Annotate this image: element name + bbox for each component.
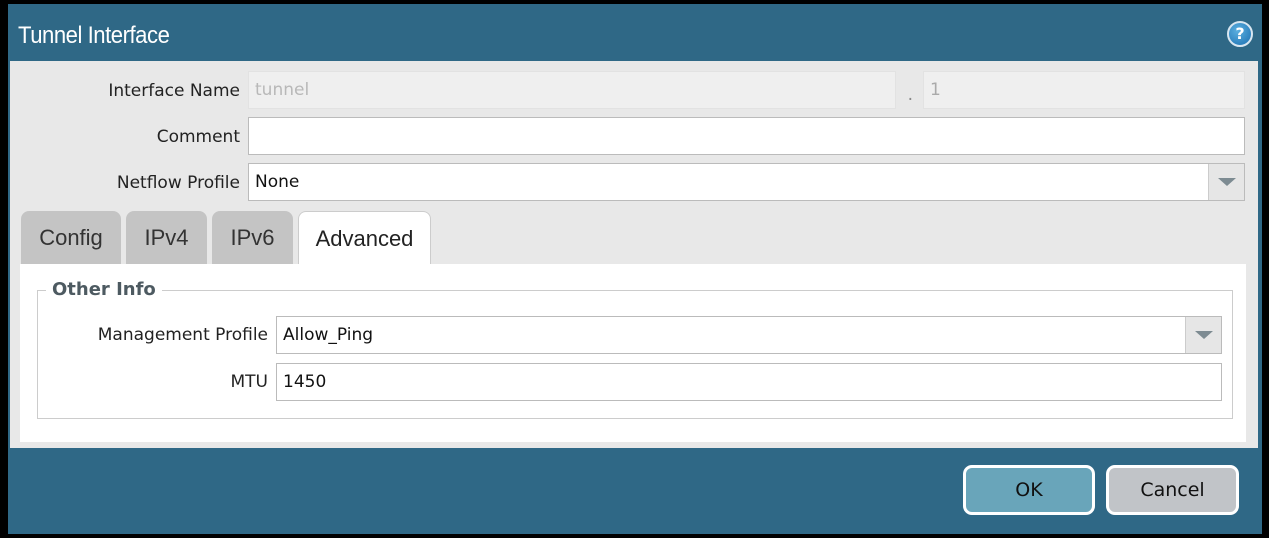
tunnel-interface-dialog: Tunnel Interface ? Interface Name tunnel… xyxy=(8,4,1262,534)
other-info-title: Other Info xyxy=(46,279,162,300)
management-profile-select[interactable]: Allow_Ping xyxy=(276,316,1222,354)
netflow-profile-label: Netflow Profile xyxy=(116,173,240,193)
ok-button[interactable]: OK xyxy=(963,465,1095,515)
help-icon[interactable]: ? xyxy=(1227,21,1253,47)
management-profile-value: Allow_Ping xyxy=(283,325,374,345)
netflow-profile-select[interactable]: None xyxy=(248,163,1245,201)
cancel-button[interactable]: Cancel xyxy=(1106,465,1239,515)
comment-label: Comment xyxy=(156,127,240,147)
chevron-down-icon[interactable] xyxy=(1185,317,1221,353)
netflow-profile-value: None xyxy=(255,172,300,192)
mtu-label: MTU xyxy=(230,372,269,392)
tab-ipv4[interactable]: IPv4 xyxy=(126,211,207,264)
management-profile-label: Management Profile xyxy=(97,325,268,345)
interface-name-label: Interface Name xyxy=(108,81,240,101)
interface-name-input: tunnel xyxy=(248,71,896,109)
mtu-input[interactable]: 1450 xyxy=(276,363,1222,401)
advanced-tab-panel: Other Info Management Profile Allow_Ping… xyxy=(20,264,1246,442)
tab-ipv6[interactable]: IPv6 xyxy=(212,211,293,264)
interface-number-input: 1 xyxy=(923,71,1245,109)
dialog-title: Tunnel Interface xyxy=(18,22,170,49)
tab-advanced[interactable]: Advanced xyxy=(298,211,431,265)
tab-config[interactable]: Config xyxy=(21,211,121,264)
comment-input[interactable] xyxy=(248,117,1245,155)
dialog-body: Interface Name tunnel . 1 Comment Netflo… xyxy=(10,61,1258,448)
interface-name-separator: . xyxy=(907,85,913,105)
other-info-group: Other Info Management Profile Allow_Ping… xyxy=(37,279,1233,419)
chevron-down-icon[interactable] xyxy=(1208,164,1244,200)
